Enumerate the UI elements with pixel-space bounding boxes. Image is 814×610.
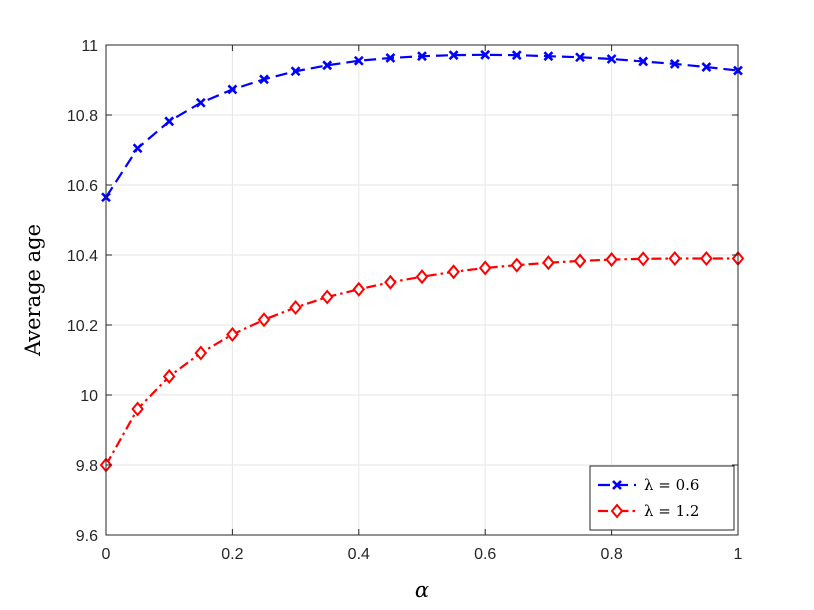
y-tick-label: 10.8 — [67, 108, 98, 125]
data-point — [132, 143, 143, 154]
y-tick-label: 10 — [80, 388, 98, 405]
data-point — [415, 269, 429, 285]
data-point — [259, 74, 269, 85]
x-tick-label: 1 — [734, 546, 743, 563]
axes-box — [105, 44, 739, 536]
data-point — [257, 312, 271, 328]
x-tick-label: 0.2 — [221, 546, 243, 563]
data-point — [162, 368, 176, 385]
data-point — [227, 84, 238, 95]
data-point — [289, 299, 302, 316]
data-point — [320, 289, 334, 305]
data-point — [384, 274, 397, 290]
y-tick-label: 10.6 — [67, 178, 98, 195]
legend-entry: λ = 0.6 — [598, 476, 699, 494]
data-point — [164, 116, 175, 127]
data-point — [352, 281, 366, 297]
data-point — [669, 58, 680, 69]
data-point — [636, 251, 650, 267]
axis-ticks: 0 0.2 0.4 0.6 0.8 1 9.6 9.8 10 10.2 10.4 10.6 10.8 11 — [67, 38, 743, 563]
legend-marker — [612, 480, 622, 490]
y-tick-label: 10.4 — [67, 248, 98, 265]
y-tick-label: 9.8 — [76, 458, 98, 475]
data-point — [322, 60, 333, 71]
legend-entry: λ = 1.2 — [598, 502, 699, 520]
plot-area — [106, 45, 738, 535]
data-point — [290, 66, 301, 77]
data-point — [194, 345, 208, 361]
data-point — [480, 49, 491, 60]
data-point — [543, 51, 554, 62]
y-axis-label: Average age — [21, 224, 45, 357]
legend-box — [589, 465, 735, 531]
data-point — [573, 253, 587, 269]
data-point — [195, 97, 206, 108]
data-point — [131, 401, 144, 417]
data-point — [575, 52, 585, 63]
x-tick-label: 0.8 — [600, 546, 622, 563]
y-tick-label: 9.6 — [76, 528, 98, 545]
data-point — [510, 257, 524, 273]
data-point — [417, 51, 427, 62]
data-point — [385, 53, 396, 63]
data-point — [448, 50, 459, 61]
data-point — [605, 251, 618, 268]
data-point — [511, 50, 522, 61]
series-2 — [99, 250, 745, 473]
series-1 — [101, 49, 743, 203]
data-point — [226, 326, 239, 343]
legend-label: λ = 0.6 — [644, 476, 699, 494]
x-tick-label: 0 — [102, 546, 111, 563]
x-axis-label: α — [415, 578, 429, 602]
y-tick-label: 10.2 — [67, 318, 98, 335]
data-point — [638, 56, 649, 67]
data-point — [478, 260, 492, 276]
legend-marker — [610, 503, 624, 519]
data-point — [701, 62, 712, 72]
data-point — [542, 255, 555, 271]
data-point — [606, 54, 617, 64]
legend: λ = 0.6 λ = 1.2 — [589, 465, 735, 531]
data-point — [700, 250, 713, 267]
data-point — [447, 264, 460, 280]
legend-label: λ = 1.2 — [644, 502, 699, 520]
data-point — [353, 55, 364, 66]
x-tick-label: 0.4 — [348, 546, 370, 563]
x-tick-label: 0.6 — [474, 546, 496, 563]
data-point — [668, 250, 682, 267]
y-tick-label: 11 — [81, 38, 98, 55]
series-layer — [99, 49, 745, 473]
